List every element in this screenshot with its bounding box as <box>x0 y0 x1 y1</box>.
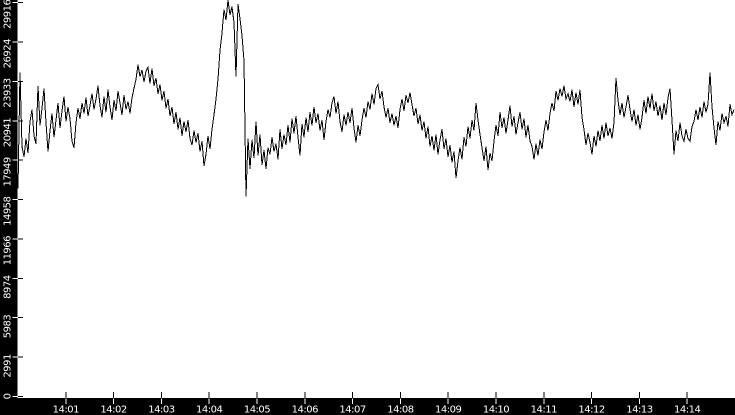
x-axis-tick-labels: 14:01 14:02 14:03 14:04 14:05 14:06 14:07 14:08… <box>53 405 701 415</box>
tick-label: 14:03 <box>148 405 174 415</box>
tick-label: 11966 <box>3 236 14 265</box>
x-axis-strip <box>0 398 735 415</box>
tick-label: 29916 <box>3 0 14 29</box>
tick-label: 14:11 <box>531 405 557 415</box>
tick-label: 14:05 <box>244 405 270 415</box>
y-axis-strip <box>0 0 18 415</box>
tick-label: 2991 <box>3 354 14 378</box>
tick-label: 14:01 <box>53 405 79 415</box>
tick-label: 14:10 <box>483 405 509 415</box>
tick-label: 26924 <box>3 39 14 68</box>
y-axis-tick-labels: 0 2991 5983 8974 11966 14958 17949 20941 23933 26… <box>3 0 14 399</box>
tick-label: 14:12 <box>578 405 604 415</box>
tick-label: 20941 <box>3 118 14 147</box>
tick-label: 5983 <box>3 315 14 339</box>
tick-label: 14:04 <box>196 405 222 415</box>
tick-label: 14:08 <box>387 405 413 415</box>
tick-label: 0 <box>3 393 14 399</box>
signal-line <box>17 0 735 197</box>
tick-label: 14:07 <box>339 405 365 415</box>
tick-label: 14:06 <box>292 405 318 415</box>
tick-label: 14:14 <box>674 405 700 415</box>
tick-label: 14958 <box>3 196 14 225</box>
x-axis-ticks <box>65 392 688 404</box>
tick-label: 8974 <box>3 275 14 299</box>
tick-label: 14:13 <box>626 405 652 415</box>
tick-label: 14:09 <box>435 405 461 415</box>
y-axis-ticks <box>12 2 23 397</box>
tick-label: 14:02 <box>100 405 126 415</box>
tick-label: 17949 <box>3 157 14 186</box>
tick-label: 23933 <box>3 78 14 107</box>
